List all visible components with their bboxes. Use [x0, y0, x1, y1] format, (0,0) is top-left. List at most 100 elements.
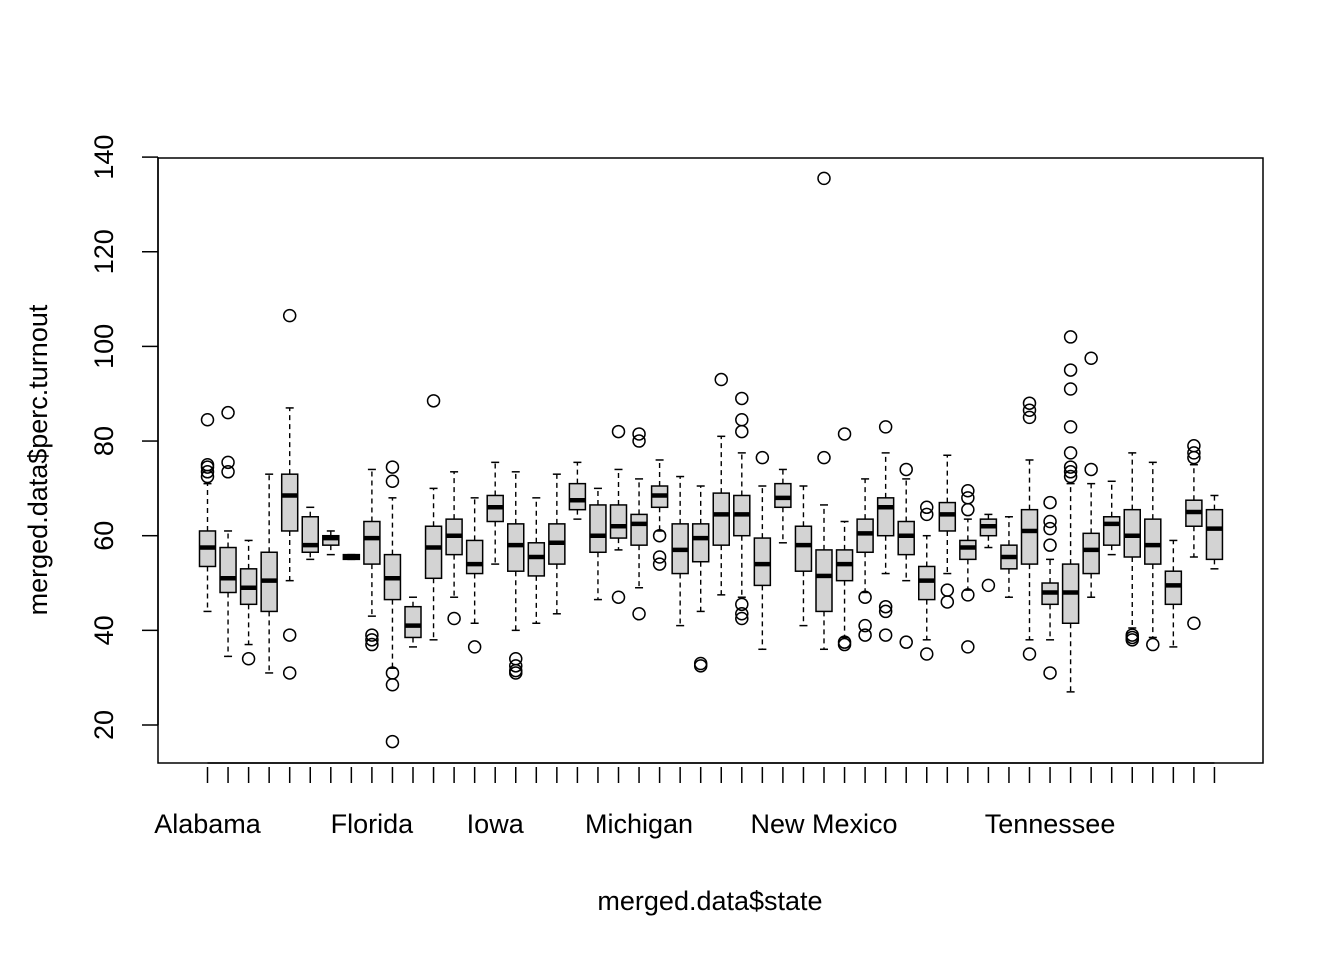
- outlier-point: [1187, 616, 1201, 631]
- outlier-point: [447, 611, 461, 626]
- box-body: [363, 520, 381, 565]
- outlier-point: [1022, 403, 1037, 418]
- outlier-point: [200, 465, 215, 479]
- outlier-point: [200, 457, 215, 472]
- outlier-point: [509, 659, 523, 673]
- box: [260, 473, 278, 674]
- y-axis: 20 40 60 80 100 120 140: [89, 135, 159, 740]
- outlier-point: [920, 647, 934, 661]
- outlier-point: [817, 450, 831, 465]
- outlier-point: [509, 666, 523, 680]
- box-body: [918, 565, 936, 601]
- box-body: [794, 525, 813, 572]
- box-body: [1082, 532, 1100, 575]
- box: [1164, 539, 1183, 648]
- outlier-point: [817, 171, 831, 186]
- box-body: [938, 501, 957, 532]
- outlier-point: [735, 413, 749, 427]
- outlier-point: [837, 637, 852, 652]
- outlier-point: [467, 640, 482, 654]
- box-series: [198, 171, 1224, 749]
- box: [1000, 516, 1018, 598]
- outlier-point: [652, 557, 667, 571]
- box: [876, 420, 895, 642]
- box-body: [1020, 508, 1039, 565]
- box: [342, 553, 361, 561]
- outlier-point: [961, 483, 975, 498]
- box-body: [280, 473, 299, 532]
- outlier-point: [899, 635, 913, 649]
- box-body: [691, 523, 710, 563]
- box: [733, 391, 751, 626]
- outlier-point: [714, 372, 728, 387]
- outlier-point: [365, 637, 379, 652]
- outlier-point: [878, 628, 893, 642]
- box-body: [568, 482, 587, 511]
- outlier-point: [920, 500, 934, 515]
- outlier-point: [1043, 495, 1057, 510]
- outlier-point: [632, 434, 646, 448]
- box-body: [1102, 516, 1121, 546]
- outlier-point: [899, 462, 913, 477]
- box: [1082, 351, 1100, 598]
- box: [630, 427, 648, 621]
- box: [938, 454, 957, 609]
- box: [1185, 439, 1203, 631]
- box: [650, 459, 669, 571]
- outlier-point: [735, 391, 749, 406]
- outlier-point: [385, 460, 400, 474]
- box: [404, 596, 422, 648]
- box: [856, 478, 874, 642]
- outlier-point: [858, 628, 872, 642]
- outlier-point: [1187, 439, 1201, 453]
- box-body: [1144, 518, 1162, 565]
- box: [835, 427, 854, 652]
- outlier-point: [735, 424, 749, 439]
- box-body: [959, 539, 977, 561]
- box: [465, 497, 484, 654]
- box: [609, 424, 628, 604]
- box-body: [424, 525, 443, 580]
- box: [424, 394, 443, 641]
- outlier-point: [878, 604, 893, 619]
- box: [1061, 330, 1080, 693]
- box-body: [1205, 508, 1224, 561]
- box: [486, 461, 504, 565]
- x-tick-label: Alabama: [154, 809, 262, 839]
- box: [198, 413, 217, 613]
- outlier-point: [611, 424, 626, 439]
- box: [712, 372, 730, 596]
- outlier-point: [858, 618, 872, 633]
- outlier-point: [961, 502, 975, 517]
- box: [445, 471, 463, 626]
- box: [1123, 452, 1141, 647]
- outlier-point: [961, 640, 975, 654]
- y-tick-label: 100: [89, 324, 119, 369]
- outlier-point: [652, 550, 667, 564]
- outlier-point: [1063, 460, 1078, 474]
- box-body: [1123, 508, 1141, 558]
- outlier-point: [385, 474, 400, 489]
- x-axis: Alabama Florida Iowa Michigan New Mexico Tenn…: [154, 762, 1216, 839]
- outlier-point: [1084, 351, 1098, 365]
- outlier-point: [1022, 647, 1037, 661]
- box-body: [404, 605, 422, 639]
- outlier-point: [509, 651, 523, 666]
- box: [280, 308, 299, 680]
- outlier-point: [426, 394, 441, 408]
- outlier-point: [858, 590, 872, 604]
- outlier-point: [1063, 420, 1078, 434]
- box: [959, 483, 977, 654]
- outlier-point: [221, 455, 235, 470]
- y-tick-label: 20: [89, 710, 119, 740]
- outlier-point: [1063, 382, 1078, 396]
- outlier-point: [735, 597, 749, 612]
- box-body: [897, 520, 915, 556]
- plot-frame: [157, 157, 1264, 764]
- box: [548, 473, 566, 615]
- outlier-point: [1187, 450, 1201, 465]
- y-tick-label: 140: [89, 135, 119, 180]
- box-body: [465, 539, 484, 575]
- outlier-point: [632, 427, 646, 441]
